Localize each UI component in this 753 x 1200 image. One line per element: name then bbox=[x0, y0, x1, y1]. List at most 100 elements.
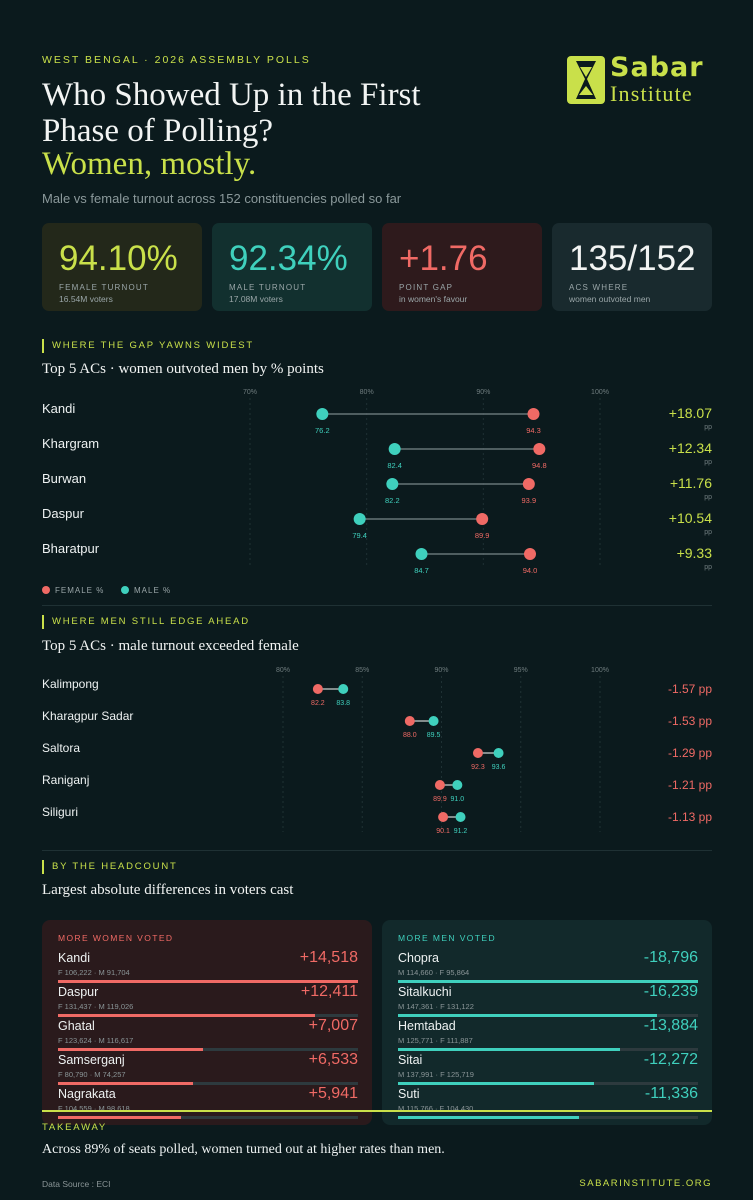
women-panel: MORE WOMEN VOTED Kandi F 106,222 · M 91,7… bbox=[42, 920, 372, 1125]
category-label: Burwan bbox=[42, 471, 86, 486]
female-point bbox=[476, 513, 489, 525]
vote-detail: M 115,766 · F 104,430 bbox=[398, 1104, 474, 1113]
difference-value: +7,007 bbox=[308, 1017, 358, 1034]
gap-unit: pp bbox=[704, 424, 712, 431]
tick-label: 80% bbox=[360, 389, 374, 396]
divider bbox=[42, 850, 712, 851]
stat-label: POINT GAP bbox=[399, 283, 454, 292]
gap-label: +10.54 bbox=[669, 510, 712, 526]
difference-value: -12,272 bbox=[643, 1051, 698, 1068]
male-value-label: 79.4 bbox=[352, 531, 367, 540]
male-value-label: 89.5 bbox=[427, 732, 441, 739]
stat-sub: 17.08M voters bbox=[229, 294, 283, 304]
hourglass-logo-icon bbox=[567, 56, 605, 104]
takeaway-text: Across 89% of seats polled, women turned… bbox=[42, 1142, 445, 1157]
stat-value: 92.34% bbox=[229, 239, 348, 278]
difference-track bbox=[398, 1048, 698, 1051]
headcount-row: Samserganj F 80,790 · M 74,257 +6,533 bbox=[58, 1051, 358, 1085]
vote-detail: M 147,361 · F 131,122 bbox=[398, 1002, 474, 1011]
gap-unit: pp bbox=[704, 529, 712, 536]
takeaway-rule bbox=[42, 1110, 712, 1112]
kicker: WEST BENGAL · 2026 ASSEMBLY POLLS bbox=[42, 54, 311, 66]
men-gap-chart: 80% 85% 90% 95% 100% Kalimpong 82.2 83.8 -1.57 p… bbox=[42, 667, 712, 835]
section1-kicker: WHERE THE GAP YAWNS WIDEST bbox=[42, 339, 254, 353]
female-point bbox=[527, 408, 540, 420]
constituency-name: Sitai bbox=[398, 1053, 423, 1067]
logo-wordmark: Sabar bbox=[610, 52, 704, 83]
gap-label: -1.53 pp bbox=[668, 714, 712, 728]
female-value-label: 89.9 bbox=[433, 796, 447, 803]
headcount-row: Nagrakata F 104,559 · M 98,618 +5,941 bbox=[58, 1085, 358, 1119]
stat-label: MALE TURNOUT bbox=[229, 283, 307, 292]
male-point bbox=[455, 812, 466, 822]
male-point bbox=[452, 780, 463, 790]
category-label: Kharagpur Sadar bbox=[42, 709, 133, 723]
stat-card: +1.76 POINT GAP in women's favour bbox=[382, 223, 542, 311]
difference-bar bbox=[398, 1116, 579, 1119]
headcount-row: Kandi F 106,222 · M 91,704 +14,518 bbox=[58, 949, 358, 983]
stat-sub: women outvoted men bbox=[569, 294, 651, 304]
female-point bbox=[522, 478, 535, 490]
category-label: Raniganj bbox=[42, 773, 89, 787]
tick-label: 95% bbox=[514, 667, 528, 674]
female-value-label: 92.3 bbox=[471, 764, 485, 771]
stat-card: 92.34% MALE TURNOUT 17.08M voters bbox=[212, 223, 372, 311]
divider bbox=[42, 605, 712, 606]
female-value-label: 94.8 bbox=[532, 461, 547, 470]
headcount-row: Sitalkuchi M 147,361 · F 131,122 -16,239 bbox=[398, 983, 698, 1017]
gap-unit: pp bbox=[704, 494, 712, 501]
legend-female-label: FEMALE % bbox=[55, 586, 104, 595]
stat-value: +1.76 bbox=[399, 239, 488, 278]
site-link[interactable]: SABARINSTITUTE.ORG bbox=[579, 1178, 712, 1189]
headcount-row: Ghatal F 123,624 · M 116,617 +7,007 bbox=[58, 1017, 358, 1051]
male-point bbox=[428, 716, 439, 726]
headline: Women, mostly. bbox=[42, 146, 257, 182]
constituency-name: Hemtabad bbox=[398, 1019, 456, 1033]
female-point bbox=[404, 716, 415, 726]
male-point bbox=[338, 684, 349, 694]
female-point bbox=[533, 443, 546, 455]
gap-label: +12.34 bbox=[669, 440, 712, 456]
female-point bbox=[472, 748, 483, 758]
headcount-row: Hemtabad M 125,771 · F 111,887 -13,884 bbox=[398, 1017, 698, 1051]
subtitle: Male vs female turnout across 152 consti… bbox=[42, 191, 402, 206]
female-value-label: 93.9 bbox=[522, 496, 537, 505]
difference-bar bbox=[58, 1014, 315, 1017]
tick-label: 90% bbox=[476, 389, 490, 396]
stat-sub: 16.54M voters bbox=[59, 294, 113, 304]
female-point bbox=[524, 548, 536, 560]
male-point bbox=[353, 513, 366, 525]
vote-detail: M 125,771 · F 111,887 bbox=[398, 1036, 473, 1045]
category-label: Kandi bbox=[42, 401, 75, 416]
difference-bar bbox=[398, 980, 698, 983]
male-point bbox=[316, 408, 329, 420]
constituency-name: Suti bbox=[398, 1087, 420, 1101]
gap-label: +18.07 bbox=[669, 405, 712, 421]
male-value-label: 91.0 bbox=[451, 796, 465, 803]
constituency-name: Sitalkuchi bbox=[398, 985, 452, 999]
difference-track bbox=[58, 1116, 358, 1119]
male-point bbox=[415, 548, 428, 560]
constituency-name: Samserganj bbox=[58, 1053, 125, 1067]
difference-track bbox=[58, 980, 358, 983]
women-gap-chart: 70% 80% 90% 100% Kandi 76.2 94.3 +18.07 pp Khargr… bbox=[42, 389, 712, 595]
male-value-label: 93.6 bbox=[492, 764, 506, 771]
vote-detail: F 80,790 · M 74,257 bbox=[58, 1070, 126, 1079]
difference-track bbox=[398, 1082, 698, 1085]
legend-female-swatch bbox=[42, 586, 50, 594]
vote-detail: F 104,559 · M 98,618 bbox=[58, 1104, 130, 1113]
tick-label: 100% bbox=[591, 667, 609, 674]
men-panel: MORE MEN VOTED Chopra M 114,660 · F 95,86… bbox=[382, 920, 712, 1125]
difference-track bbox=[58, 1048, 358, 1051]
difference-bar bbox=[58, 1116, 181, 1119]
section3-kicker: BY THE HEADCOUNT bbox=[42, 860, 178, 874]
legend-male-label: MALE % bbox=[134, 586, 171, 595]
section2-kicker: WHERE MEN STILL EDGE AHEAD bbox=[42, 615, 250, 629]
gap-unit: pp bbox=[704, 459, 712, 466]
title-line-1: Who Showed Up in the First bbox=[42, 77, 421, 113]
constituency-name: Chopra bbox=[398, 951, 439, 965]
difference-track bbox=[398, 1116, 698, 1119]
male-point bbox=[388, 443, 401, 455]
tick-label: 85% bbox=[355, 667, 369, 674]
tick-label: 90% bbox=[434, 667, 448, 674]
